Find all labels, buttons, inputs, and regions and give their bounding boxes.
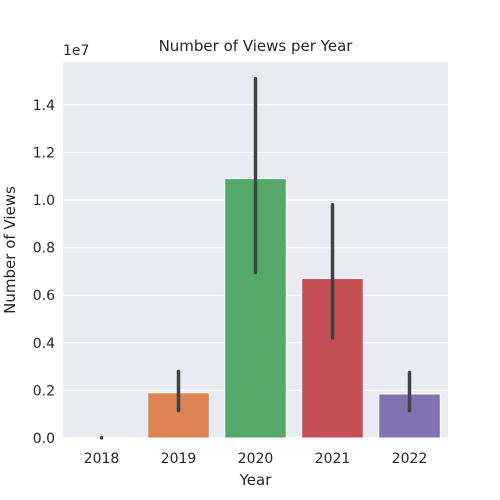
y-tick-label: 0.8: [33, 241, 55, 257]
y-tick-labels: 0.0 0.2 0.4 0.6 0.8 1.0 1.2 1.4: [33, 98, 55, 447]
x-tick-label: 2018: [84, 451, 120, 467]
error-bars: [99, 76, 412, 440]
y-tick-label: 0.4: [33, 336, 55, 352]
y-tick-label: 0.6: [33, 288, 55, 304]
x-tick-label: 2022: [392, 451, 428, 467]
y-axis-label: Number of Views: [1, 186, 19, 314]
y-tick-label: 0.0: [33, 431, 55, 447]
y-tick-label: 1.2: [33, 145, 55, 161]
y-tick-label: 1.4: [33, 98, 55, 114]
x-axis-label: Year: [239, 471, 273, 489]
y-tick-label: 1.0: [33, 193, 55, 209]
x-tick-label: 2020: [238, 451, 274, 467]
y-tick-label: 0.2: [33, 383, 55, 399]
x-tick-label: 2021: [315, 451, 351, 467]
x-tick-labels: 2018 2019 2020 2021 2022: [84, 451, 428, 467]
x-tick-label: 2019: [161, 451, 197, 467]
y-offset-label: 1e7: [63, 43, 89, 59]
chart-title: Number of Views per Year: [159, 37, 354, 55]
